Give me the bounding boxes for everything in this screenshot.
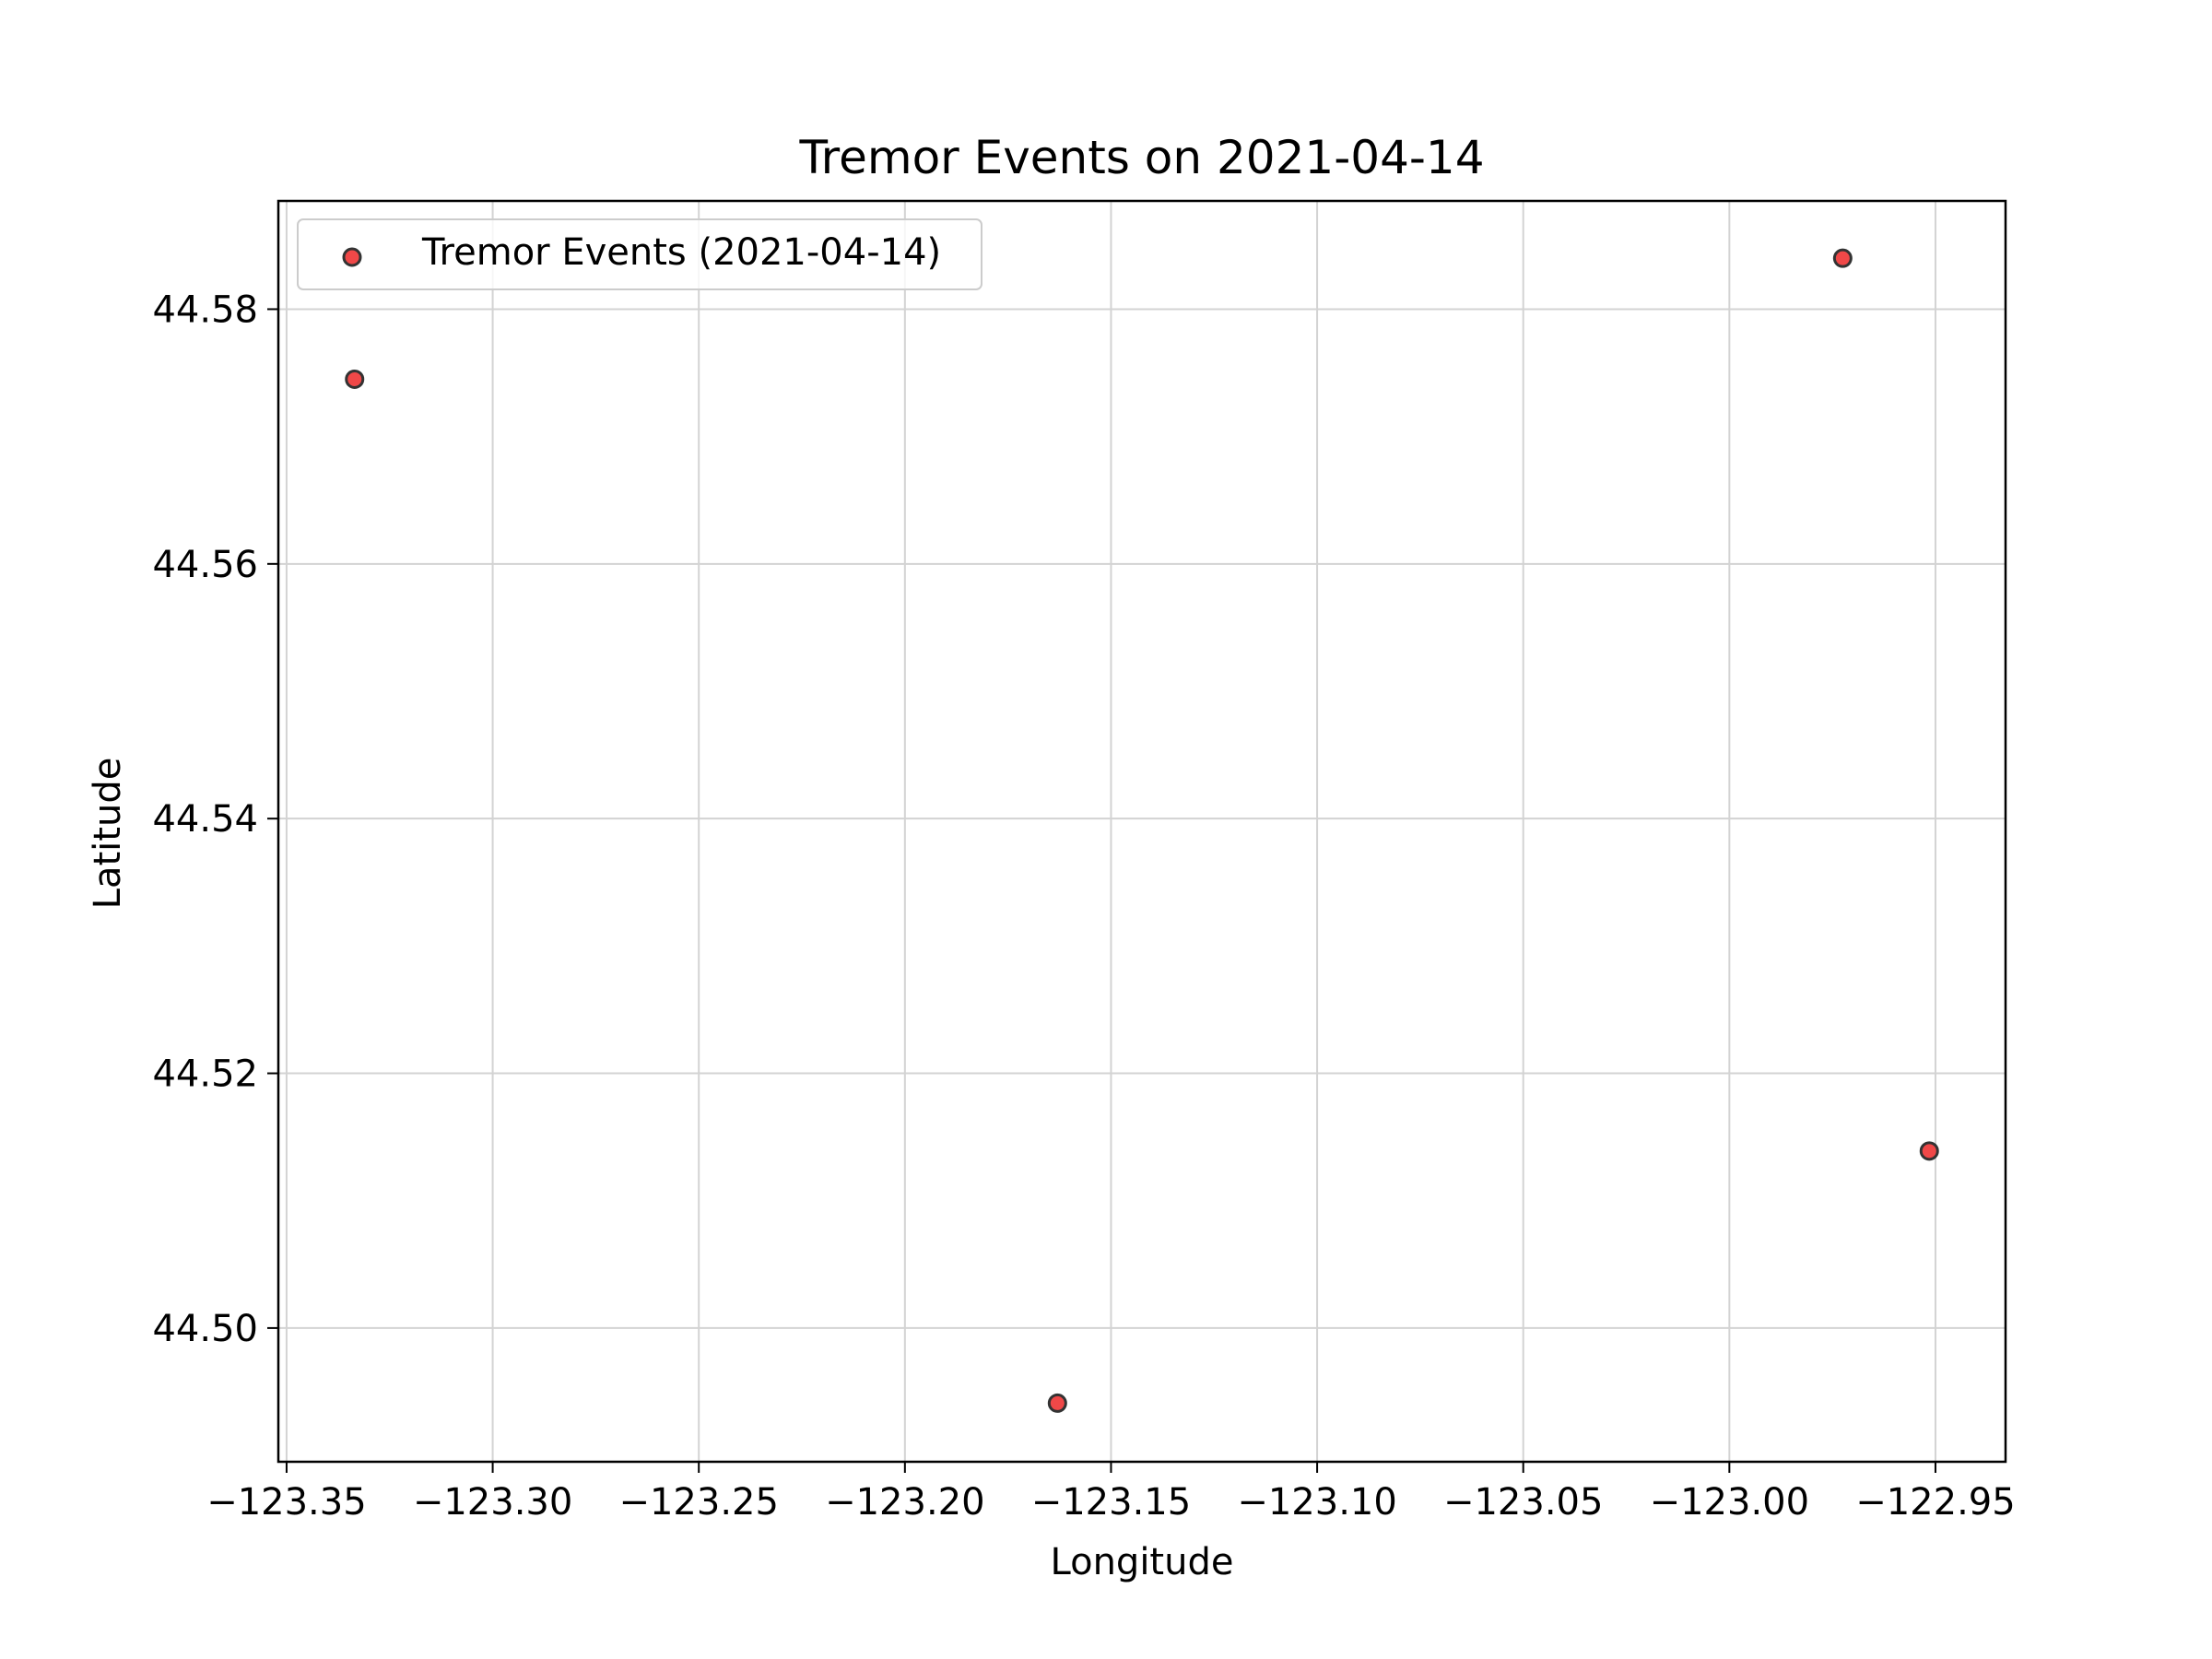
grid-lines [278, 201, 2006, 1462]
legend: Tremor Events (2021-04-14) [297, 218, 982, 290]
legend-marker [342, 247, 362, 267]
x-tick-label: −123.30 [413, 1481, 572, 1524]
data-point [345, 369, 365, 389]
y-tick-label: 44.50 [152, 1308, 258, 1350]
x-tick-label: −123.00 [1650, 1481, 1809, 1524]
x-axis-label: Longitude [1051, 1541, 1234, 1583]
x-tick-label: −123.20 [825, 1481, 984, 1524]
x-tick-label: −123.25 [618, 1481, 778, 1524]
plot-frame [276, 199, 2007, 1464]
x-tick-label: −123.05 [1443, 1481, 1603, 1524]
x-tick-label: −122.95 [1855, 1481, 2015, 1524]
y-tick-label: 44.56 [152, 544, 258, 586]
x-tick-label: −123.35 [206, 1481, 366, 1524]
legend-label: Tremor Events (2021-04-14) [421, 231, 941, 274]
x-tick-label: −123.15 [1031, 1481, 1191, 1524]
data-point [1832, 248, 1853, 268]
x-tick-label: −123.10 [1237, 1481, 1396, 1524]
y-axis-label: Latitude [87, 758, 129, 910]
chart-title: Tremor Events on 2021-04-14 [798, 131, 1484, 184]
y-tick-label: 44.58 [152, 288, 258, 331]
data-point [1047, 1393, 1067, 1413]
y-axis-ticks: 44.50 44.52 44.54 44.56 44.58 [152, 288, 278, 1350]
data-points [345, 248, 1939, 1413]
y-tick-label: 44.54 [152, 798, 258, 841]
data-point [1919, 1141, 1939, 1161]
legend-box [297, 218, 982, 290]
x-axis-ticks: −123.35 −123.30 −123.25 −123.20 −123.15 −123.… [206, 1462, 2016, 1524]
y-tick-label: 44.52 [152, 1053, 258, 1096]
